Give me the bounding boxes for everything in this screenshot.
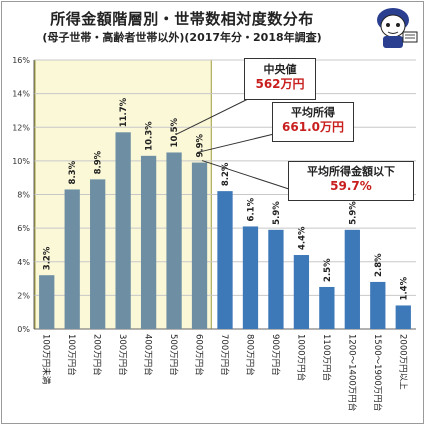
median-callout: 中央値 562万円	[244, 58, 316, 100]
x-category-label: 2000万円以上	[397, 334, 407, 390]
bar-data-label: 4.4%	[297, 226, 307, 250]
y-tick-label: 12%	[12, 123, 30, 132]
bar	[217, 191, 233, 329]
bar-data-label: 3.2%	[43, 246, 53, 270]
x-category-label: 1100万円台	[321, 334, 332, 381]
y-tick-label: 14%	[12, 90, 30, 99]
median-label: 中央値	[263, 63, 297, 76]
y-tick-label: 16%	[12, 56, 30, 65]
bar-data-label: 5.9%	[272, 201, 282, 225]
bar	[395, 305, 411, 329]
bar	[370, 281, 386, 329]
x-category-label: 1000万円台	[295, 334, 306, 381]
bar-data-label: 8.9%	[94, 150, 104, 174]
chart-subtitle: (母子世帯・高齢者世帯以外)(2017年分・2018年調査)	[42, 31, 322, 44]
bar	[344, 229, 360, 329]
x-category-label: 500万円台	[168, 334, 179, 376]
x-category-label: 200万円台	[92, 334, 103, 376]
y-tick-label: 8%	[17, 191, 30, 200]
x-category-label: 100万円台	[66, 334, 77, 376]
median-value: 562万円	[255, 77, 305, 91]
below-mean-label: 平均所得金額以下	[307, 165, 395, 178]
chart-title: 所得金額階層別・世帯数相対度数分布	[50, 10, 314, 28]
bar	[39, 275, 55, 329]
x-category-label: 1200～1400万円台	[346, 334, 357, 411]
y-tick-label: 4%	[17, 258, 30, 267]
mean-callout: 平均所得 661.0万円	[272, 102, 354, 142]
y-tick-label: 10%	[12, 157, 30, 166]
bar-data-label: 8.2%	[221, 162, 231, 186]
x-category-label: 600万円台	[194, 334, 205, 376]
mean-label: 平均所得	[291, 106, 335, 119]
bar-data-label: 9.9%	[196, 133, 206, 157]
x-category-label: 400万円台	[143, 334, 154, 376]
mascot-character-icon	[377, 8, 418, 48]
bar-data-label: 2.8%	[374, 253, 384, 277]
bar	[64, 189, 80, 329]
bar	[191, 162, 208, 329]
bar	[90, 179, 106, 329]
x-category-label: 1500～1900万円台	[372, 334, 383, 411]
y-tick-label: 2%	[17, 291, 30, 300]
bar	[140, 155, 157, 329]
bar	[268, 229, 284, 329]
mean-value: 661.0万円	[282, 120, 344, 134]
bar-data-label: 5.9%	[348, 201, 358, 225]
bar	[115, 132, 131, 329]
bar-data-label: 8.3%	[68, 160, 78, 184]
bar-data-label: 1.4%	[399, 276, 409, 300]
below-mean-pointer-line	[201, 160, 293, 191]
x-category-label: 800万円台	[244, 334, 255, 376]
mean-pointer-line	[196, 133, 275, 154]
bar	[293, 255, 310, 329]
bar-data-label: 2.5%	[323, 258, 333, 282]
bar-data-label: 10.5%	[170, 117, 180, 147]
x-category-label: 100万円未満	[41, 334, 52, 385]
below-mean-callout: 平均所得金額以下 59.7%	[288, 161, 414, 201]
x-category-label: 900万円台	[270, 334, 281, 376]
x-category-label: 700万円台	[219, 334, 230, 376]
below-mean-value: 59.7%	[330, 179, 372, 193]
bar-data-label: 6.1%	[246, 197, 256, 221]
bar	[166, 152, 182, 329]
bar	[319, 286, 335, 329]
bar	[242, 226, 259, 329]
median-pointer-line	[175, 97, 251, 135]
y-tick-label: 6%	[17, 224, 30, 233]
y-tick-label: 0%	[17, 325, 30, 334]
bar-data-label: 10.3%	[145, 121, 155, 151]
bar-data-label: 11.7%	[119, 97, 129, 127]
x-category-label: 300万円台	[117, 334, 128, 376]
